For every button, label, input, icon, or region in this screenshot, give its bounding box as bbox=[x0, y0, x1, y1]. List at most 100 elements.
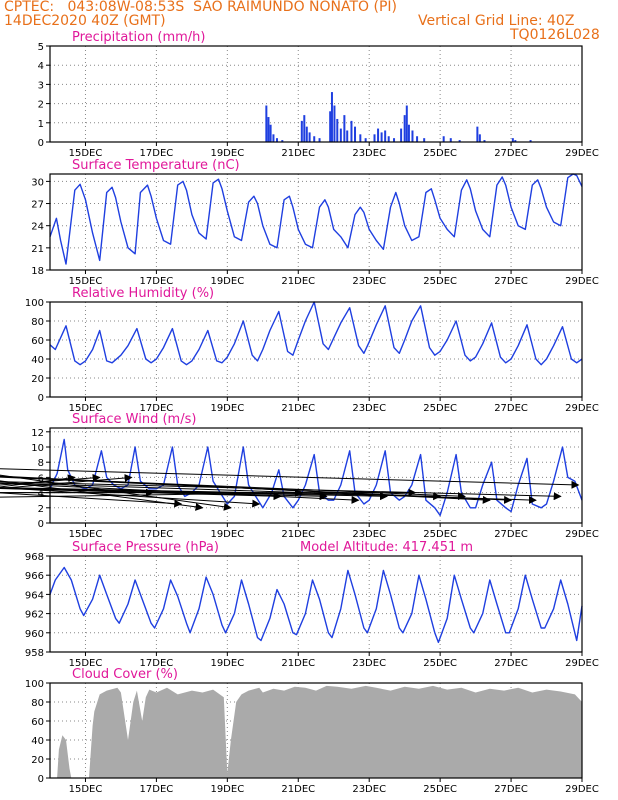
relative-humidity-ytick-label: 0 bbox=[38, 393, 44, 404]
precip-bar bbox=[442, 136, 445, 142]
cloud-cover-frame bbox=[49, 682, 583, 779]
surface-wind-ytick-label: 6 bbox=[38, 473, 44, 484]
precipitation-ytick-label: 0 bbox=[38, 138, 44, 149]
surface-wind-xtick-label: 25DEC bbox=[423, 529, 457, 540]
surface-pressure-xtick-label: 21DEC bbox=[281, 658, 315, 669]
cloud-cover-xtick-label: 17DEC bbox=[140, 784, 174, 795]
cloud-cover-xtick-label: 29DEC bbox=[565, 784, 599, 795]
surface-wind-line bbox=[49, 438, 583, 517]
precipitation-panel: 0 1 2 3 4 5 15DEC 17DEC 19DEC 21DEC 23DEC 25DEC 27DE… bbox=[38, 30, 599, 159]
precip-bar bbox=[511, 138, 514, 142]
wind-arrow bbox=[0, 487, 328, 501]
precipitation-title: Precipitation (mm/h) bbox=[72, 30, 205, 45]
precip-bar bbox=[364, 138, 367, 142]
precip-bar bbox=[313, 136, 316, 142]
precipitation-ytick-label: 5 bbox=[38, 42, 44, 53]
cloud-cover-xtick-label: 15DEC bbox=[69, 784, 103, 795]
surface-temperature-xtick-label: 29DEC bbox=[565, 276, 599, 287]
precip-bar bbox=[529, 140, 532, 142]
surface-temperature-ytick-label: 18 bbox=[31, 266, 44, 277]
relative-humidity-xtick-label: 17DEC bbox=[140, 403, 174, 414]
surface-wind-ytick-label: 4 bbox=[38, 489, 44, 500]
relative-humidity-ytick-label: 20 bbox=[31, 374, 44, 385]
precip-bar bbox=[478, 134, 481, 142]
header-line2: 14DEC2020 40Z (GMT) bbox=[4, 13, 166, 29]
precip-bar bbox=[476, 126, 479, 142]
wind-arrow bbox=[0, 492, 183, 508]
surface-pressure-panel: 958 960 962 964 966 968 15DEC 17DEC 19DEC 21DEC 23… bbox=[25, 540, 599, 669]
surface-temperature-frame bbox=[49, 173, 583, 271]
surface-temperature-panel: 18 21 24 27 30 15DEC 17DEC 19DEC 21DEC 23DEC 25DEC… bbox=[31, 158, 599, 287]
run-code: TQ0126L028 bbox=[510, 27, 600, 43]
relative-humidity-title: Relative Humidity (%) bbox=[72, 286, 214, 301]
relative-humidity-xtick-label: 23DEC bbox=[352, 403, 386, 414]
precip-bar bbox=[318, 138, 321, 142]
surface-wind-xtick-label: 15DEC bbox=[69, 529, 103, 540]
surface-pressure-ytick-label: 966 bbox=[25, 571, 44, 582]
precip-bar bbox=[405, 105, 408, 142]
cloud-cover-ytick-label: 100 bbox=[25, 679, 44, 690]
surface-pressure-xtick-label: 19DEC bbox=[210, 658, 244, 669]
precipitation-xtick-label: 25DEC bbox=[423, 148, 457, 159]
surface-pressure-ytick-label: 962 bbox=[25, 610, 44, 621]
precip-bar bbox=[346, 130, 349, 142]
cloud-cover-xtick-label: 25DEC bbox=[423, 784, 457, 795]
surface-temperature-xtick-label: 25DEC bbox=[423, 276, 457, 287]
wind-arrow bbox=[0, 487, 261, 508]
precip-bar bbox=[407, 124, 410, 142]
relative-humidity-xtick-label: 19DEC bbox=[210, 403, 244, 414]
surface-temperature-xtick-label: 15DEC bbox=[69, 276, 103, 287]
precip-bar bbox=[416, 136, 419, 142]
precip-bar bbox=[333, 105, 336, 142]
precip-bar bbox=[336, 118, 339, 142]
precip-bar bbox=[269, 124, 272, 142]
cloud-cover-title: Cloud Cover (%) bbox=[72, 667, 178, 682]
wind-arrow bbox=[0, 480, 204, 511]
wind-arrow bbox=[0, 468, 580, 489]
surface-temperature-ytick-label: 27 bbox=[31, 200, 44, 211]
precip-bar bbox=[359, 134, 362, 142]
precip-bar bbox=[308, 132, 311, 142]
surface-wind-title: Surface Wind (m/s) bbox=[72, 412, 196, 427]
wind-arrow bbox=[0, 482, 360, 504]
precip-bar bbox=[384, 130, 387, 142]
precip-bar bbox=[354, 126, 357, 142]
precip-bar bbox=[343, 115, 346, 142]
surface-pressure-ytick-label: 960 bbox=[25, 629, 44, 640]
precipitation-ytick-label: 2 bbox=[38, 100, 44, 111]
surface-temperature-line bbox=[49, 173, 583, 265]
surface-pressure-xtick-label: 17DEC bbox=[140, 658, 174, 669]
cloud-cover-xtick-label: 19DEC bbox=[210, 784, 244, 795]
surface-wind-ytick-label: 0 bbox=[38, 519, 44, 530]
surface-temperature-xtick-label: 21DEC bbox=[281, 276, 315, 287]
precip-bar bbox=[300, 120, 303, 142]
precipitation-xtick-label: 27DEC bbox=[494, 148, 528, 159]
relative-humidity-xtick-label: 25DEC bbox=[423, 403, 457, 414]
precip-bar bbox=[483, 140, 486, 142]
precip-bar bbox=[449, 138, 452, 142]
wind-arrow bbox=[0, 476, 513, 504]
relative-humidity-ytick-label: 80 bbox=[31, 317, 44, 328]
precip-bar bbox=[329, 111, 332, 142]
precip-bar bbox=[514, 140, 517, 142]
relative-humidity-xtick-label: 27DEC bbox=[494, 403, 528, 414]
surface-temperature-ytick-label: 24 bbox=[31, 222, 44, 233]
relative-humidity-xtick-label: 15DEC bbox=[69, 403, 103, 414]
surface-pressure-xtick-label: 23DEC bbox=[352, 658, 386, 669]
precip-bar bbox=[393, 138, 396, 142]
cloud-cover-xtick-label: 27DEC bbox=[494, 784, 528, 795]
surface-wind-ytick-label: 8 bbox=[38, 458, 44, 469]
cloud-cover-ytick-label: 40 bbox=[31, 736, 44, 747]
surface-wind-frame bbox=[49, 427, 583, 524]
surface-wind-xtick-label: 21DEC bbox=[281, 529, 315, 540]
surface-temperature-ytick-label: 21 bbox=[31, 244, 44, 255]
surface-wind-xtick-label: 29DEC bbox=[565, 529, 599, 540]
relative-humidity-ytick-label: 60 bbox=[31, 336, 44, 347]
precipitation-xtick-label: 15DEC bbox=[69, 148, 103, 159]
surface-pressure-ytick-label: 968 bbox=[25, 552, 44, 563]
surface-pressure-annotation: Model Altitude: 417.451 m bbox=[300, 540, 473, 555]
relative-humidity-xtick-label: 21DEC bbox=[281, 403, 315, 414]
wind-arrow bbox=[0, 481, 562, 501]
surface-pressure-frame bbox=[49, 555, 583, 653]
precip-bar bbox=[330, 92, 333, 142]
